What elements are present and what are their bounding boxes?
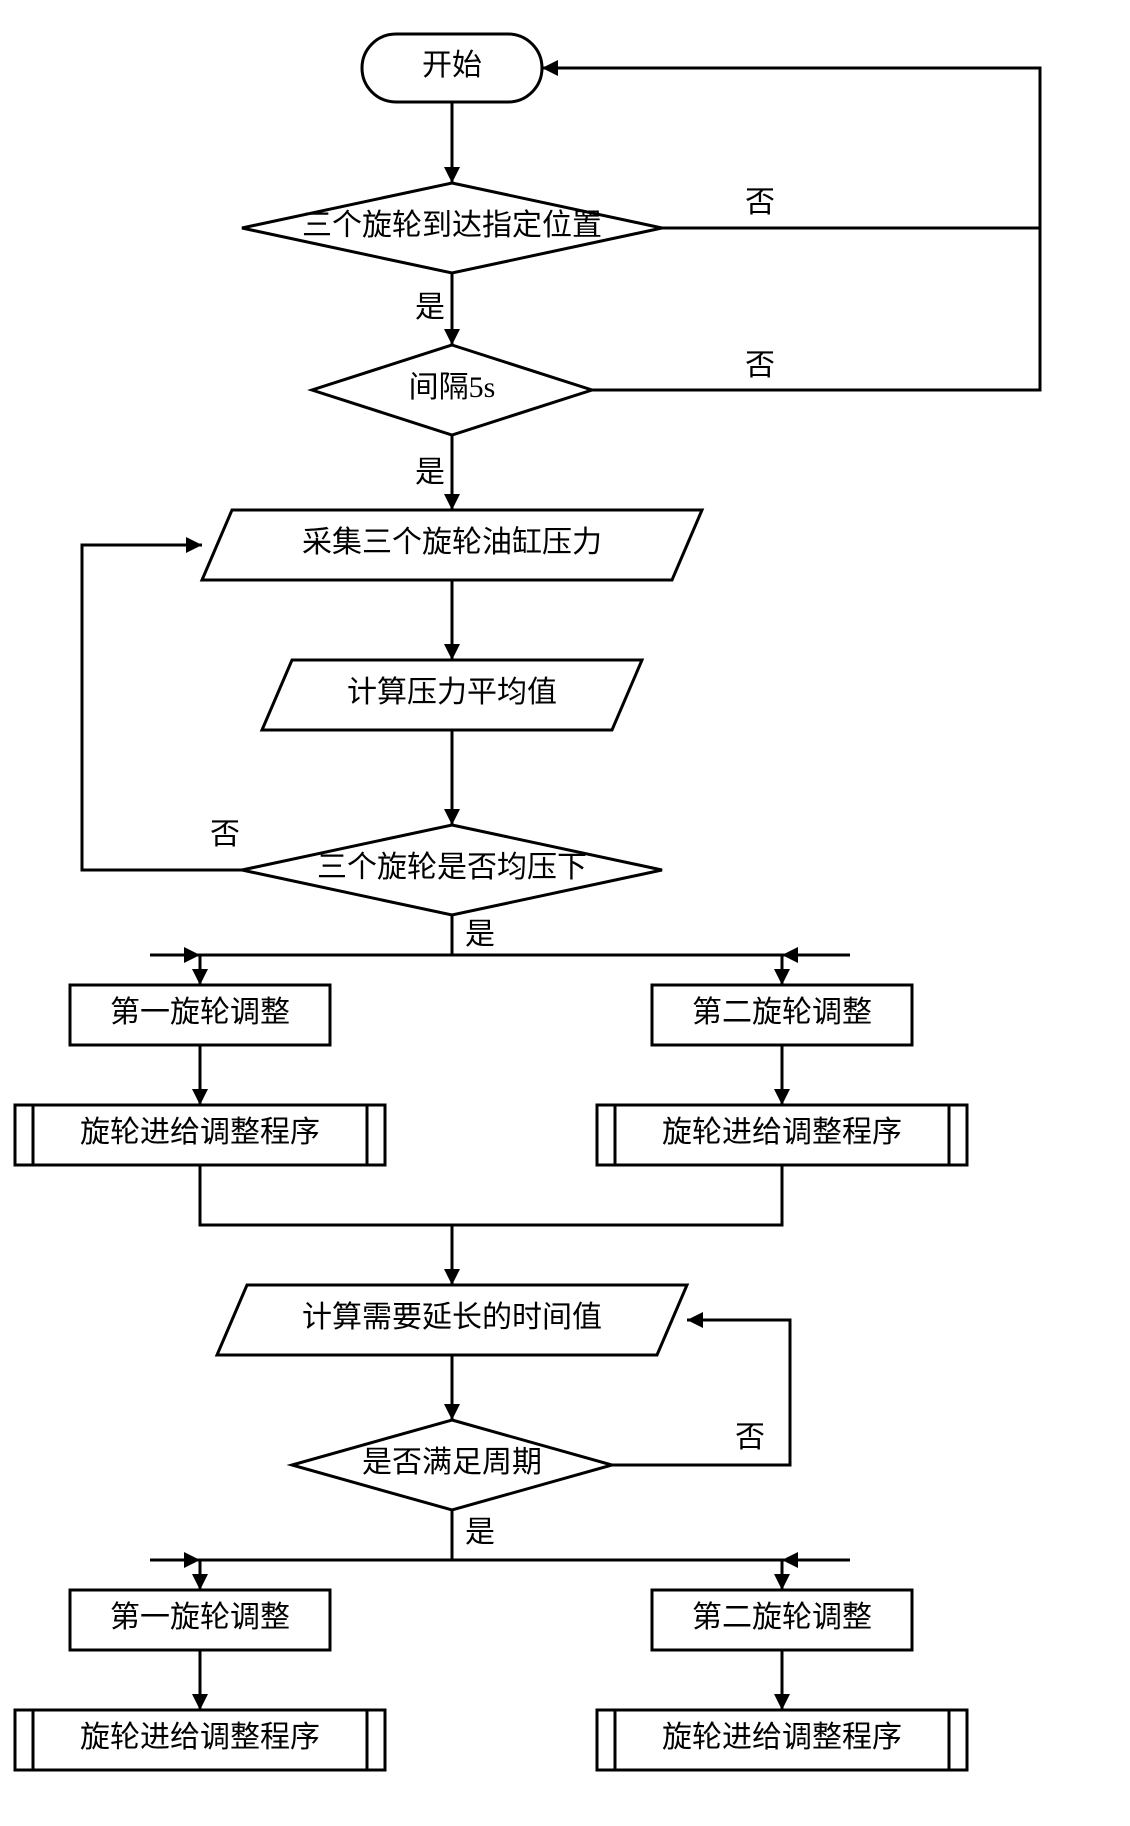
svg-text:三个旋轮到达指定位置: 三个旋轮到达指定位置 <box>302 209 602 242</box>
svg-text:是: 是 <box>465 918 495 951</box>
svg-text:计算压力平均值: 计算压力平均值 <box>347 676 557 709</box>
svg-text:旋轮进给调整程序: 旋轮进给调整程序 <box>80 1721 320 1754</box>
svg-text:是否满足周期: 是否满足周期 <box>362 1446 542 1479</box>
svg-text:第二旋轮调整: 第二旋轮调整 <box>692 996 872 1029</box>
svg-text:旋轮进给调整程序: 旋轮进给调整程序 <box>662 1116 902 1149</box>
svg-text:是: 是 <box>415 456 445 489</box>
svg-text:第一旋轮调整: 第一旋轮调整 <box>110 1601 290 1634</box>
svg-text:旋轮进给调整程序: 旋轮进给调整程序 <box>80 1116 320 1149</box>
svg-text:第一旋轮调整: 第一旋轮调整 <box>110 996 290 1029</box>
svg-text:三个旋轮是否均压下: 三个旋轮是否均压下 <box>317 851 587 884</box>
svg-text:旋轮进给调整程序: 旋轮进给调整程序 <box>662 1721 902 1754</box>
svg-text:间隔5s: 间隔5s <box>409 371 496 404</box>
svg-text:否: 否 <box>735 1421 765 1454</box>
svg-text:第二旋轮调整: 第二旋轮调整 <box>692 1601 872 1634</box>
svg-text:计算需要延长的时间值: 计算需要延长的时间值 <box>302 1301 602 1334</box>
svg-text:采集三个旋轮油缸压力: 采集三个旋轮油缸压力 <box>302 526 602 559</box>
svg-text:否: 否 <box>210 818 240 851</box>
svg-text:否: 否 <box>745 186 775 219</box>
svg-text:开始: 开始 <box>422 49 482 82</box>
svg-text:否: 否 <box>745 349 775 382</box>
svg-text:是: 是 <box>415 291 445 324</box>
svg-text:是: 是 <box>465 1516 495 1549</box>
